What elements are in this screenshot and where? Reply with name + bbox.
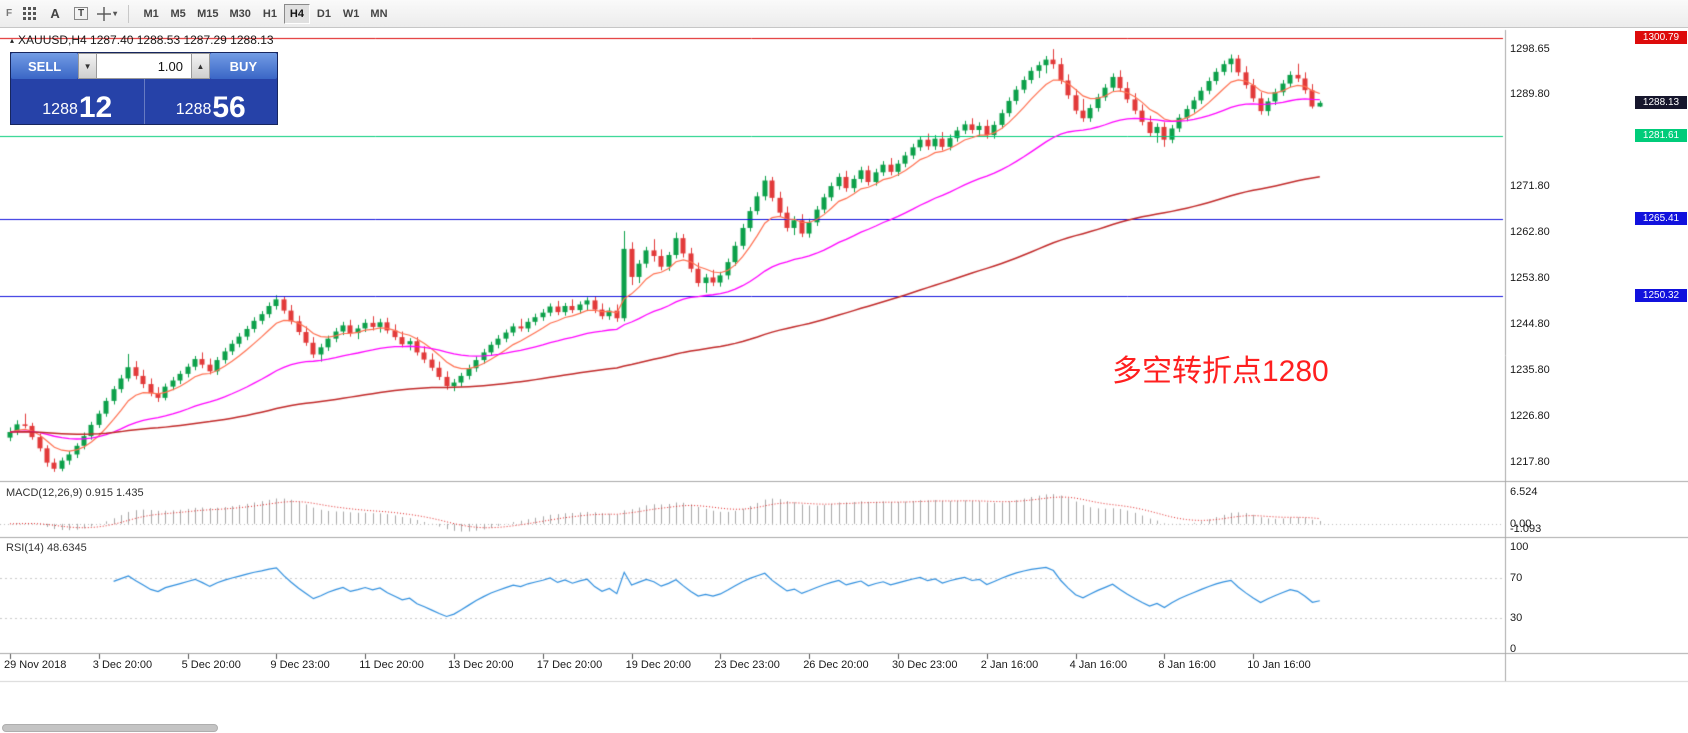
- timeframe-D1[interactable]: D1: [311, 4, 337, 24]
- time-axis-label: 17 Dec 20:00: [536, 659, 603, 671]
- price-axis-label: 1289.80: [1510, 88, 1550, 101]
- time-axis-label: 13 Dec 20:00: [448, 659, 514, 671]
- chart-header: ▴ XAUUSD,H4 1287.40 1288.53 1287.29 1288…: [10, 33, 274, 47]
- timeframe-M5[interactable]: M5: [165, 4, 191, 24]
- time-axis-label: 8 Jan 16:00: [1158, 659, 1216, 671]
- time-axis-label: 11 Dec 20:00: [359, 659, 424, 671]
- time-axis-label: 2 Jan 16:00: [980, 659, 1039, 671]
- price-line-badge: 1250.32: [1635, 288, 1687, 302]
- timeframe-group: M1 M5 M15 M30 H1 H4 D1 W1 MN: [138, 3, 392, 24]
- symbol-marker-icon: ▴: [10, 35, 15, 45]
- toolbar: F A T ▾ M1 M5 M15 M30 H1 H4 D1 W1 MN: [0, 0, 1688, 28]
- rsi-indicator-label: RSI(14) 48.6345: [6, 542, 87, 554]
- price-axis-label: 1262.80: [1510, 226, 1550, 239]
- timeframe-MN[interactable]: MN: [365, 4, 392, 24]
- price-line-badge: 1265.41: [1635, 211, 1687, 225]
- chart-annotation-text: 多空转折点1280: [1112, 355, 1329, 388]
- volume-decrease-button[interactable]: ▼: [78, 53, 97, 79]
- price-axis-label: 1271.80: [1510, 180, 1550, 193]
- macd-axis-label: 6.524: [1510, 486, 1538, 499]
- macd-indicator-label: MACD(12,26,9) 0.915 1.435: [6, 487, 144, 499]
- letter-t-icon: T: [74, 7, 89, 20]
- macd-axis-label: 0.00: [1510, 517, 1532, 530]
- rsi-axis-label: 30: [1510, 612, 1523, 625]
- timeframe-H1[interactable]: H1: [257, 4, 283, 24]
- symbol-ohlc-text: XAUUSD,H4 1287.40 1288.53 1287.29 1288.1…: [18, 33, 274, 47]
- price-line-badge: 1300.79: [1635, 31, 1687, 45]
- timeframe-H4[interactable]: H4: [283, 3, 310, 24]
- chevron-down-icon: ▾: [113, 9, 118, 18]
- sell-price-big-figure: 1288: [42, 101, 78, 118]
- time-axis-label: 10 Jan 16:00: [1247, 659, 1311, 671]
- price-axis-label: 1244.80: [1510, 317, 1550, 330]
- sell-price-pips: 12: [78, 90, 113, 124]
- time-axis-label: 3 Dec 20:00: [92, 659, 153, 671]
- rsi-axis-label: 100: [1510, 541, 1529, 553]
- price-line-badge: 1281.61: [1635, 129, 1687, 143]
- time-axis-label: 29 Nov 2018: [4, 659, 67, 671]
- buy-price-pips: 56: [212, 90, 246, 124]
- time-axis-label: 4 Jan 16:00: [1069, 659, 1128, 671]
- sell-button[interactable]: SELL: [11, 53, 79, 79]
- horizontal-scrollbar[interactable]: [2, 724, 218, 732]
- price-axis-label: 1235.80: [1510, 363, 1550, 376]
- timeframe-M30[interactable]: M30: [225, 4, 256, 24]
- price-axis-label: 1298.65: [1510, 43, 1550, 56]
- price-axis-label: 1253.80: [1510, 271, 1550, 284]
- rsi-axis-label: 70: [1510, 571, 1523, 584]
- time-axis-label: 5 Dec 20:00: [181, 659, 241, 671]
- time-axis-label: 30 Dec 23:00: [892, 659, 958, 671]
- price-axis-label: 1226.80: [1510, 409, 1550, 422]
- sell-price[interactable]: 1288 12: [11, 79, 144, 124]
- crosshair-tool-button[interactable]: ▾: [95, 3, 119, 25]
- macd-axis-label: -1.093: [1510, 523, 1542, 536]
- text-label-tool-button[interactable]: A: [43, 3, 67, 25]
- timeframe-M1[interactable]: M1: [138, 4, 164, 24]
- text-box-tool-button[interactable]: T: [69, 3, 93, 25]
- volume-input[interactable]: [97, 53, 191, 79]
- buy-button[interactable]: BUY: [209, 53, 277, 79]
- one-click-trading-panel: SELL ▼ ▲ BUY 1288 12 1288 56: [10, 52, 278, 125]
- toolbar-separator: [128, 4, 130, 23]
- timeframe-W1[interactable]: W1: [338, 4, 365, 24]
- price-line-badge: 1288.13: [1635, 95, 1687, 109]
- time-axis-label: 26 Dec 20:00: [803, 659, 869, 671]
- time-axis-label: 9 Dec 23:00: [270, 659, 330, 671]
- time-axis-label: 19 Dec 20:00: [625, 659, 692, 671]
- buy-price-big-figure: 1288: [175, 101, 212, 118]
- crosshair-icon: [97, 6, 112, 21]
- buy-price[interactable]: 1288 56: [143, 79, 278, 124]
- grid-icon[interactable]: [17, 3, 41, 25]
- timeframe-M15[interactable]: M15: [192, 4, 223, 24]
- price-axis-label: 1217.80: [1510, 455, 1550, 468]
- rsi-axis-label: 0: [1510, 643, 1517, 655]
- favorites-tab[interactable]: F: [6, 8, 13, 19]
- time-axis-label: 23 Dec 23:00: [714, 659, 780, 671]
- volume-increase-button[interactable]: ▲: [191, 53, 210, 79]
